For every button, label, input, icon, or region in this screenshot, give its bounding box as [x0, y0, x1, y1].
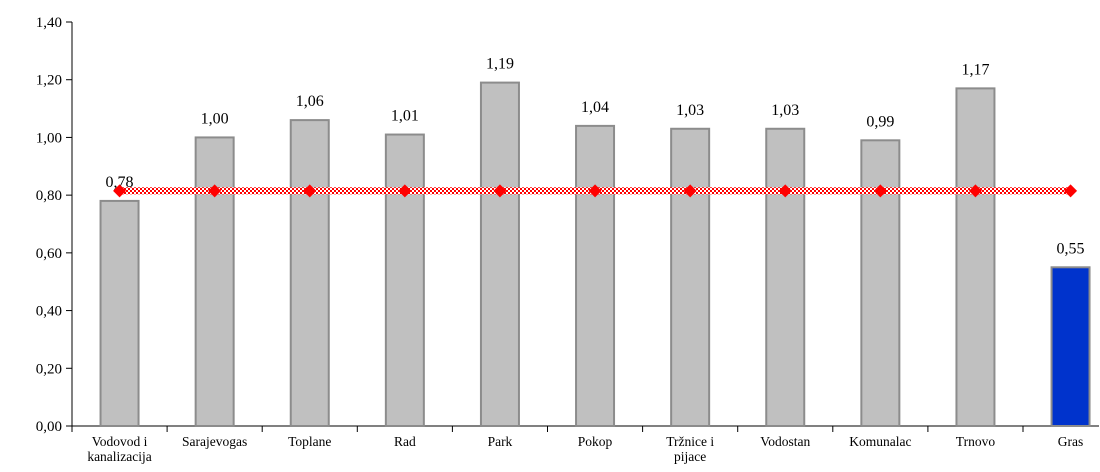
- reference-marker: [588, 184, 602, 198]
- bar: [194, 136, 235, 428]
- bar: [765, 127, 806, 427]
- reference-marker: [303, 184, 317, 198]
- bar: [289, 119, 330, 427]
- bar: [955, 87, 996, 427]
- bar: [575, 124, 616, 427]
- x-tick-label: Toplane: [288, 434, 331, 449]
- bar: [670, 127, 711, 427]
- x-tick-label: Trnovo: [956, 434, 996, 449]
- reference-marker: [968, 184, 982, 198]
- data-label: 1,03: [771, 102, 799, 119]
- y-tick-label: 1,40: [36, 15, 62, 31]
- reference-marker: [683, 184, 697, 198]
- x-tick-label: Park: [488, 434, 513, 449]
- x-tick-label: Vodovod i kanalizacija: [87, 434, 151, 464]
- y-tick-label: 0,80: [36, 188, 62, 204]
- x-tick-label: Pokop: [578, 434, 613, 449]
- reference-marker: [778, 184, 792, 198]
- y-tick-label: 1,20: [36, 73, 62, 89]
- value-labels-group: 0,78 1,00 1,06 1,01 1,19 1,04 1,03 1,03 0,99 1,17…: [106, 56, 1085, 258]
- data-label: 1,17: [961, 61, 989, 78]
- reference-marker: [493, 184, 507, 198]
- y-axis: 0,00 0,20 0,40 0,60 0,80 1,00 1,20 1,40: [36, 15, 73, 435]
- data-label: 0,99: [866, 113, 894, 130]
- reference-marker: [113, 184, 127, 198]
- bar: [384, 133, 425, 428]
- bar: [479, 81, 520, 427]
- y-tick-label: 0,20: [36, 361, 62, 377]
- data-label: 0,78: [106, 174, 134, 191]
- reference-marker: [1064, 184, 1078, 198]
- data-label: 0,55: [1057, 240, 1085, 257]
- x-axis: Vodovod i kanalizacija Sarajevogas Toplane R…: [71, 425, 1099, 464]
- data-label: 1,04: [581, 99, 609, 116]
- y-tick-label: 1,00: [36, 130, 62, 146]
- x-tick-label: Komunalac: [849, 434, 911, 449]
- data-label: 1,19: [486, 56, 514, 73]
- data-label: 1,01: [391, 108, 419, 125]
- y-tick-label: 0,40: [36, 304, 62, 320]
- reference-marker: [208, 184, 222, 198]
- data-label: 1,00: [201, 110, 229, 127]
- x-tick-label: Sarajevogas: [182, 434, 247, 449]
- x-tick-label: Gras: [1058, 434, 1084, 449]
- reference-marker: [398, 184, 412, 198]
- bars-group: [99, 81, 1091, 428]
- y-tick-label: 0,60: [36, 246, 62, 262]
- x-tick-label: Tržnice i pijace: [666, 434, 714, 464]
- data-label: 1,06: [296, 93, 324, 110]
- bar: [1050, 266, 1091, 427]
- bar: [99, 199, 140, 427]
- bar: [860, 139, 901, 427]
- y-tick-label: 0,00: [36, 419, 62, 435]
- x-tick-label: Vodostan: [760, 434, 810, 449]
- reference-line-group: [113, 184, 1078, 198]
- x-tick-label: Rad: [394, 434, 416, 449]
- data-label: 1,03: [676, 102, 704, 119]
- reference-marker: [873, 184, 887, 198]
